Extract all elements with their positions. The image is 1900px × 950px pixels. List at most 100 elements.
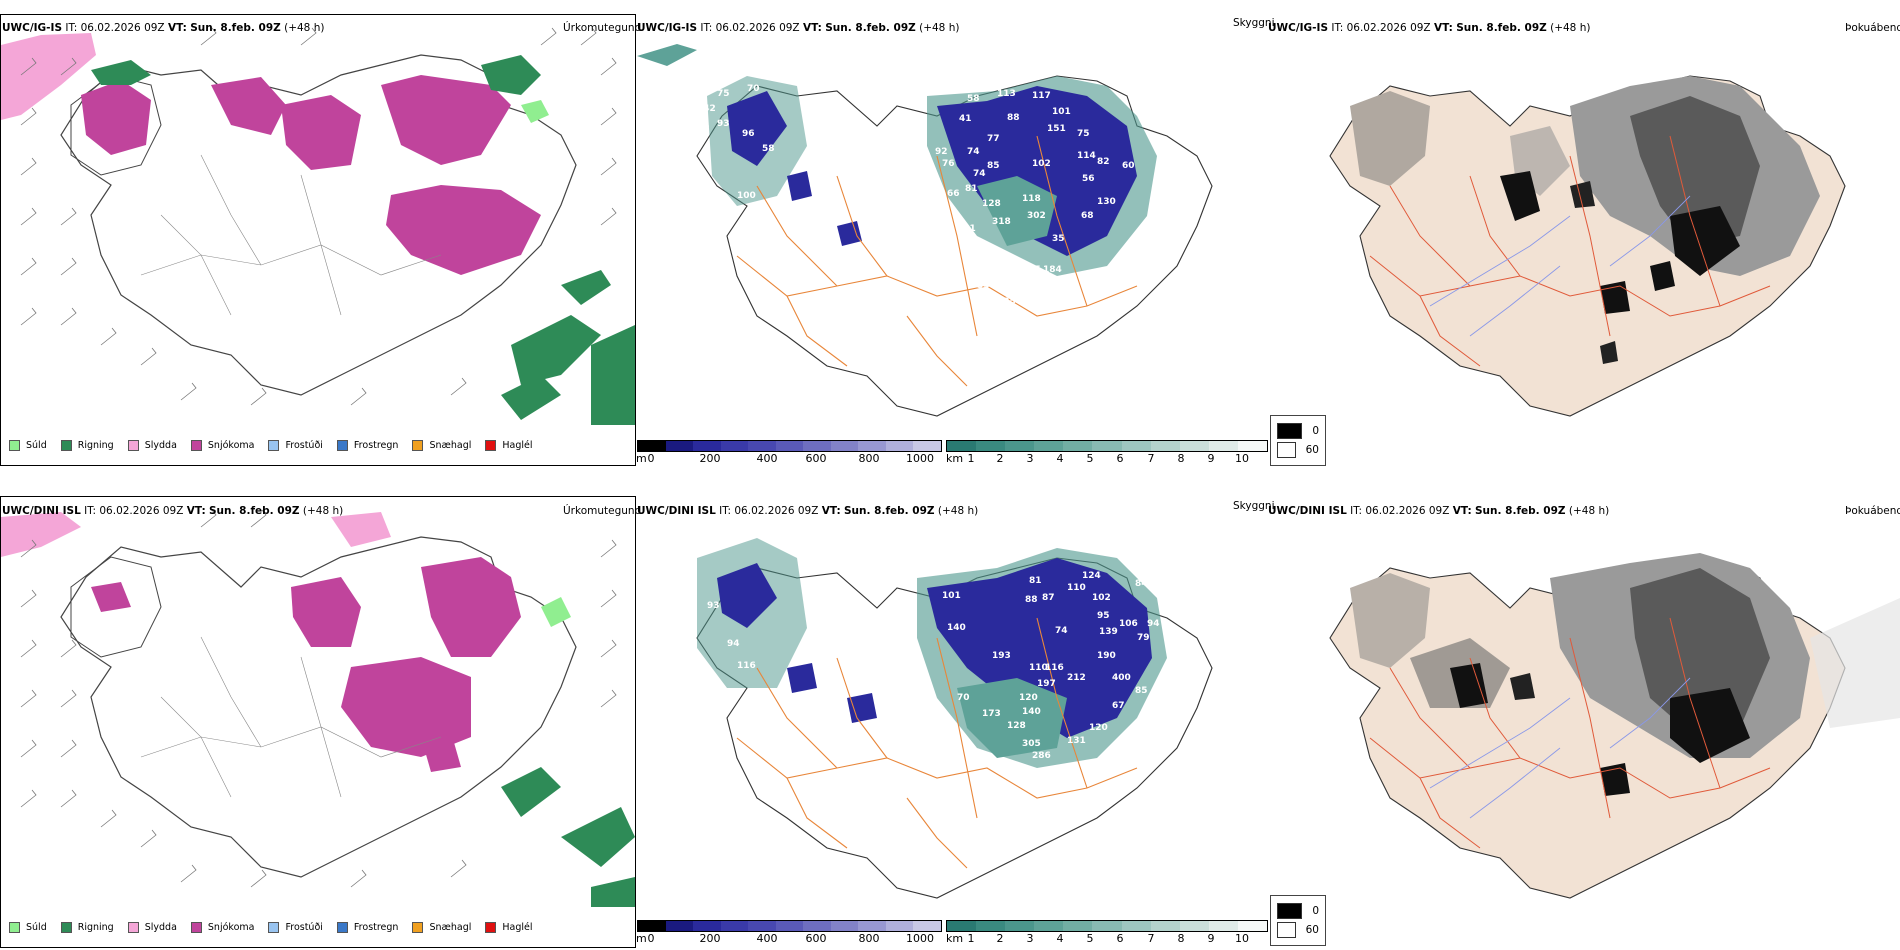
snow-label: 130	[1097, 197, 1116, 207]
vis-colorbar-dini	[946, 920, 1268, 932]
legend-item: Frostúði	[268, 440, 323, 451]
vt-value: Sun. 8.feb. 09Z	[1456, 22, 1547, 34]
snow-label: 190	[1097, 651, 1116, 661]
legend-label: Súld	[26, 440, 47, 451]
tick-label: 5	[1086, 932, 1094, 945]
snow-label: 82	[1097, 157, 1110, 167]
legend-item: Frostúði	[268, 922, 323, 933]
model-name: UWC/IG-IS	[1268, 22, 1329, 34]
tick-label: 3	[1026, 452, 1034, 465]
tick-label: 1	[967, 932, 975, 945]
legend-label: Snjókoma	[207, 922, 255, 933]
tick-label: 8	[1177, 932, 1185, 945]
it-label: IT:	[1331, 22, 1344, 34]
fog-legend-igis: 0 60	[1270, 415, 1326, 466]
snow-label: 34	[977, 281, 990, 291]
snow-ticks-dini: 0 200 400 600 800 1000	[637, 932, 942, 946]
vt-label: VT:	[802, 22, 822, 34]
vt-label: VT:	[1452, 505, 1472, 517]
snow-label: 70	[747, 84, 760, 94]
tick-label: 200	[699, 932, 721, 945]
snow-label: 85	[1135, 686, 1148, 696]
legend-label: Súld	[26, 922, 47, 933]
snow-label: 68	[1081, 211, 1094, 221]
snow-label: 170	[967, 267, 986, 277]
it-value: 06.02.2026 09Z	[715, 22, 800, 34]
fog-swatch	[1277, 922, 1296, 938]
snow-label: 70	[957, 693, 970, 703]
snow-label: 18	[697, 124, 710, 134]
snow-label: 88	[1007, 113, 1020, 123]
legend-swatch	[9, 922, 20, 933]
vt-value: Sun. 8.feb. 09Z	[825, 22, 916, 34]
legend-item: Slydda	[127, 440, 177, 451]
precip-panel-dini: Súld Rigning Slydda Snjókoma Frostúði Fr…	[0, 496, 636, 948]
tick-label: 4	[1056, 932, 1064, 945]
snow-label: 74	[1055, 626, 1068, 636]
legend-label: Frostúði	[285, 440, 323, 451]
legend-item: Snjókoma	[190, 922, 255, 933]
snow-label: 131	[1067, 736, 1086, 746]
snow-label: 58	[762, 144, 775, 154]
snow-label: 116	[1045, 663, 1064, 673]
tick-label: 1	[967, 452, 975, 465]
lead-time: (+48 h)	[937, 505, 979, 517]
tick-label: 10	[1235, 452, 1249, 465]
legend-swatch	[268, 922, 280, 933]
snow-label: 110	[1029, 663, 1048, 673]
snow-label: 83	[1067, 541, 1080, 551]
it-label: IT:	[719, 505, 732, 517]
snow-label: 120	[1019, 693, 1038, 703]
legend-swatch	[412, 440, 424, 451]
fog-legend-label: 60	[1305, 924, 1319, 936]
snow-label: 116	[737, 661, 756, 671]
legend-swatch	[9, 440, 20, 451]
snow-label: 140	[947, 623, 966, 633]
fog-legend-label: 0	[1312, 425, 1319, 437]
snow-label: 70	[937, 241, 950, 251]
vis-colorbar-igis	[946, 440, 1268, 452]
precip-legend-dini: Súld Rigning Slydda Snjókoma Frostúði Fr…	[9, 922, 547, 933]
precip-legend-igis: Súld Rigning Slydda Snjókoma Frostúði Fr…	[9, 440, 547, 451]
snow-label: 102	[1032, 159, 1051, 169]
snow-label: 96	[742, 129, 755, 139]
it-value: 06.02.2026 09Z	[1365, 505, 1450, 517]
snow-label: 88	[1025, 595, 1038, 605]
snow-label: 128	[982, 199, 1001, 209]
tick-label: 9	[1207, 932, 1215, 945]
vis-unit: km	[946, 452, 964, 465]
tick-label: 200	[699, 452, 721, 465]
snow-label: 94	[727, 639, 740, 649]
snow-label: 81	[1029, 576, 1042, 586]
legend-label: Snæhagl	[429, 922, 472, 933]
fog-legend-row: 0	[1277, 903, 1319, 919]
snow-label: 113	[997, 89, 1016, 99]
snow-label: 77	[987, 134, 1000, 144]
snow-label: 60	[1122, 161, 1135, 171]
tick-label: 400	[756, 932, 778, 945]
legend-swatch	[336, 922, 348, 933]
snow-label: 139	[1099, 627, 1118, 637]
snow-label: 106	[857, 673, 876, 683]
precip-title-dini: Úrkomutegund	[563, 505, 642, 517]
tick-label: 1000	[906, 452, 934, 465]
snow-map-dini: 83 124 84 81 110 88 87 102 101 95 106 13…	[696, 538, 1213, 899]
snow-label: 118	[1022, 194, 1041, 204]
snow-label: 101	[942, 591, 961, 601]
fog-legend-row: 0	[1277, 423, 1319, 439]
snow-label: 235	[997, 297, 1016, 307]
snow-label: 286	[1032, 751, 1051, 761]
snow-label: 41	[959, 114, 972, 124]
precip-title-igis: Úrkomutegund	[563, 22, 642, 34]
snow-label: 305	[1022, 739, 1041, 749]
tick-label: 600	[805, 452, 827, 465]
snow-map-igis: 58 113 117 41 88 101 77 151 75 74 92 102…	[637, 44, 1213, 417]
precip-map-igis	[1, 27, 635, 425]
fog-title-igis: Þokuábendi	[1845, 22, 1900, 34]
legend-label: Frostúði	[285, 922, 323, 933]
tick-label: 7	[1147, 452, 1155, 465]
vis-ticks-igis: 1 2 3 4 5 6 7 8 9 10	[946, 452, 1268, 466]
legend-label: Haglél	[502, 922, 533, 933]
legend-swatch	[268, 440, 280, 451]
snow-label: 94	[1147, 619, 1160, 629]
